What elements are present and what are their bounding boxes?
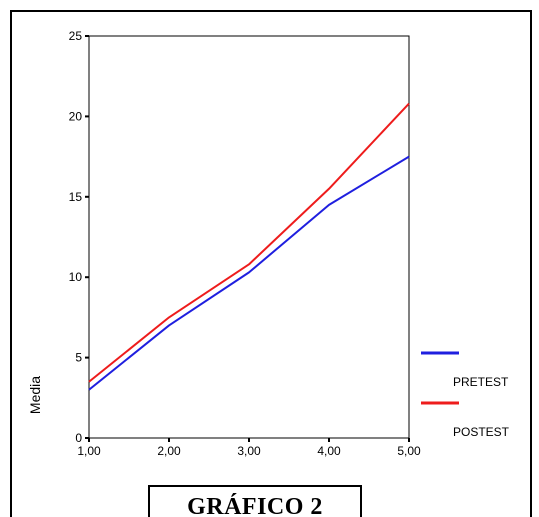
series-lines	[88, 102, 410, 391]
legend-label-pretest: PRETEST	[453, 375, 509, 389]
x-tick-label: 4,00	[317, 444, 341, 458]
chart-frame	[10, 10, 532, 517]
x-tick-label: 5,00	[397, 444, 421, 458]
plot-area	[88, 35, 410, 439]
legend-label-postest: POSTEST	[453, 425, 510, 439]
caption-text: GRÁFICO 2	[187, 494, 323, 517]
y-tick-label: 5	[75, 351, 82, 365]
legend: PRETEST POSTEST	[421, 351, 510, 439]
x-tick-label: 2,00	[157, 444, 181, 458]
y-axis: 0 5 10 15 20 25	[69, 29, 89, 445]
series-line-pretest	[88, 155, 410, 391]
y-axis-title: Media	[27, 376, 43, 414]
y-tick-label: 20	[69, 109, 83, 123]
y-tick-label: 10	[69, 270, 83, 284]
y-tick-label: 0	[75, 431, 82, 445]
y-tick-label: 15	[69, 190, 83, 204]
series-line-postest	[88, 102, 410, 383]
x-tick-label: 1,00	[77, 444, 101, 458]
caption-box: GRÁFICO 2	[148, 485, 362, 517]
x-tick-label: 3,00	[237, 444, 261, 458]
x-axis: 1,00 2,00 3,00 4,00 5,00	[77, 438, 421, 458]
y-tick-label: 25	[69, 29, 83, 43]
